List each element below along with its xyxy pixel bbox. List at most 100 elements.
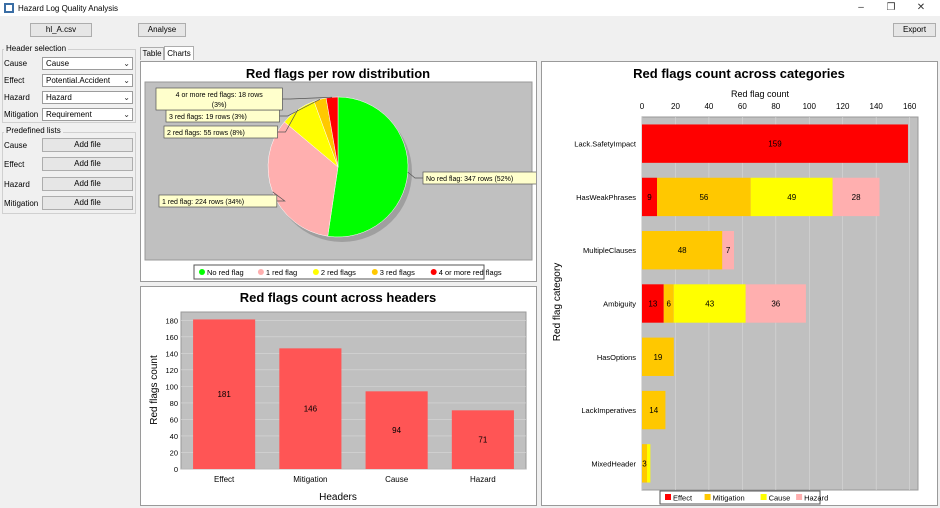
categories-legend-swatch bbox=[796, 494, 803, 500]
headers-bar-value: 94 bbox=[392, 426, 401, 435]
categories-x-tick: 80 bbox=[771, 102, 780, 111]
list-hazard-label: Hazard bbox=[4, 180, 30, 189]
headers-bar-chart: Red flags count across headers 0 20 40 60 80… bbox=[149, 290, 527, 503]
categories-legend-swatch bbox=[704, 494, 711, 500]
restore-icon[interactable]: ❐ bbox=[886, 2, 896, 13]
pie-legend-box bbox=[193, 264, 485, 280]
categories-y-tick: HasWeakPhrases bbox=[576, 193, 636, 202]
headers-y-tick: 20 bbox=[170, 448, 178, 457]
categories-bar-value: 9 bbox=[647, 193, 652, 202]
categories-y-tick: Ambiguity bbox=[603, 300, 636, 309]
categories-bar-value: 56 bbox=[699, 193, 708, 202]
categories-x-tick: 140 bbox=[870, 102, 884, 111]
list-mitigation-add-button[interactable]: Add file bbox=[42, 196, 133, 210]
headers-y-tick: 0 bbox=[174, 465, 178, 474]
categories-bar-segment bbox=[642, 124, 908, 163]
headers-chart-title: Red flags count across headers bbox=[240, 290, 437, 305]
pie-legend-swatch bbox=[199, 269, 205, 275]
headers-y-tick: 180 bbox=[165, 316, 178, 325]
minimize-icon[interactable]: – bbox=[858, 2, 864, 13]
chevron-down-icon: ⌄ bbox=[123, 110, 130, 119]
categories-bar-value: 43 bbox=[705, 300, 714, 309]
pie-chart-panel: Red flags per row distribution No red fl… bbox=[140, 61, 546, 282]
categories-bar-segment bbox=[673, 284, 746, 323]
headers-bar-value: 146 bbox=[304, 405, 318, 414]
headers-x-axis-label: Headers bbox=[319, 492, 357, 503]
headers-x-tick: Cause bbox=[385, 475, 409, 484]
tab-charts[interactable]: Charts bbox=[164, 46, 194, 60]
categories-bar-value: 28 bbox=[852, 193, 861, 202]
header-mitigation-label: Mitigation bbox=[4, 110, 39, 119]
headers-x-tick: Mitigation bbox=[293, 475, 327, 484]
close-icon[interactable]: ✕ bbox=[916, 2, 926, 13]
tab-table[interactable]: Table bbox=[140, 47, 164, 60]
predefined-lists-title: Predefined lists bbox=[4, 126, 63, 135]
list-effect-add-button[interactable]: Add file bbox=[42, 157, 133, 171]
pie-callout-line bbox=[407, 171, 423, 179]
pie-legend-swatch bbox=[257, 269, 264, 275]
headers-bar bbox=[451, 410, 514, 469]
header-mitigation-value: Requirement bbox=[46, 110, 92, 119]
app-icon bbox=[4, 3, 14, 13]
header-effect-select[interactable]: Potential.Accident ⌄ bbox=[42, 74, 133, 87]
pie-slice-label: 2 red flags: 55 rows (8%) bbox=[167, 130, 245, 137]
header-hazard-select[interactable]: Hazard ⌄ bbox=[42, 91, 133, 104]
headers-y-tick: 60 bbox=[170, 415, 178, 424]
pie-chart-title: Red flags per row distribution bbox=[246, 66, 430, 81]
headers-bar-value: 181 bbox=[217, 390, 231, 399]
pie-legend-swatch bbox=[312, 269, 319, 275]
headers-bar-value: 71 bbox=[478, 436, 487, 445]
categories-bar-value: 159 bbox=[768, 140, 782, 149]
categories-y-tick: MultipleClauses bbox=[583, 246, 636, 255]
header-cause-select[interactable]: Cause ⌄ bbox=[42, 57, 133, 70]
header-effect-value: Potential.Accident bbox=[46, 76, 111, 85]
header-selection-title: Header selection bbox=[4, 44, 69, 53]
categories-legend-swatch bbox=[665, 494, 671, 500]
categories-bar-value: 3 bbox=[642, 459, 647, 468]
pie-legend-label: 4 or more red flags bbox=[439, 268, 502, 277]
pie-slice-label: 3 red flags: 19 rows (3%) bbox=[169, 114, 247, 121]
categories-legend-swatch bbox=[760, 494, 767, 500]
headers-y-tick: 100 bbox=[165, 382, 178, 391]
chevron-down-icon: ⌄ bbox=[123, 59, 130, 68]
window-title: Hazard Log Quality Analysis bbox=[18, 3, 119, 13]
categories-bar-value: 6 bbox=[667, 300, 672, 309]
categories-bar-value: 19 bbox=[653, 353, 662, 362]
categories-bar-segment bbox=[657, 177, 751, 217]
pie-slice-label: No red flag: 347 rows (52%) bbox=[426, 176, 513, 183]
pie-slice-label: 4 or more red flags: 18 rows (3%) bbox=[176, 92, 264, 109]
categories-chart-title: Red flags count across categories bbox=[633, 66, 845, 81]
categories-bar-value: 14 bbox=[649, 406, 658, 415]
pie-legend-label: No red flag bbox=[207, 268, 244, 277]
categories-legend-box bbox=[659, 490, 821, 505]
categories-bar-value: 7 bbox=[726, 246, 731, 255]
categories-bar-segment bbox=[745, 284, 806, 323]
pie-callout-line bbox=[282, 96, 333, 100]
headers-x-tick: Effect bbox=[214, 475, 235, 484]
categories-bar-value: 48 bbox=[678, 246, 687, 255]
headers-y-axis-label: Red flags count bbox=[149, 355, 160, 425]
pie-slice bbox=[325, 96, 339, 168]
list-mitigation-label: Mitigation bbox=[4, 199, 39, 208]
pie-legend-label: 2 red flags bbox=[321, 268, 356, 277]
pie-callout-line bbox=[279, 99, 321, 117]
categories-legend-label: Mitigation bbox=[713, 494, 745, 503]
pie-legend-swatch bbox=[430, 269, 437, 275]
header-hazard-label: Hazard bbox=[4, 93, 30, 102]
categories-bar-segment bbox=[642, 337, 674, 376]
list-cause-add-button[interactable]: Add file bbox=[42, 138, 133, 152]
list-hazard-add-button[interactable]: Add file bbox=[42, 177, 133, 191]
pie-legend-label: 3 red flags bbox=[380, 268, 415, 277]
analyse-button[interactable]: Analyse bbox=[138, 23, 186, 37]
categories-bar-segment bbox=[642, 177, 658, 217]
categories-bar-segment bbox=[642, 284, 664, 323]
open-file-button[interactable]: hl_A.csv bbox=[30, 23, 92, 37]
pie-callout-box bbox=[158, 194, 278, 208]
header-cause-label: Cause bbox=[4, 59, 28, 68]
categories-bar-segment bbox=[647, 444, 651, 483]
export-button[interactable]: Export bbox=[893, 23, 936, 37]
headers-bar bbox=[365, 391, 428, 469]
categories-legend-label: Cause bbox=[769, 494, 791, 503]
categories-bar-segment bbox=[750, 177, 833, 217]
header-mitigation-select[interactable]: Requirement ⌄ bbox=[42, 108, 133, 121]
